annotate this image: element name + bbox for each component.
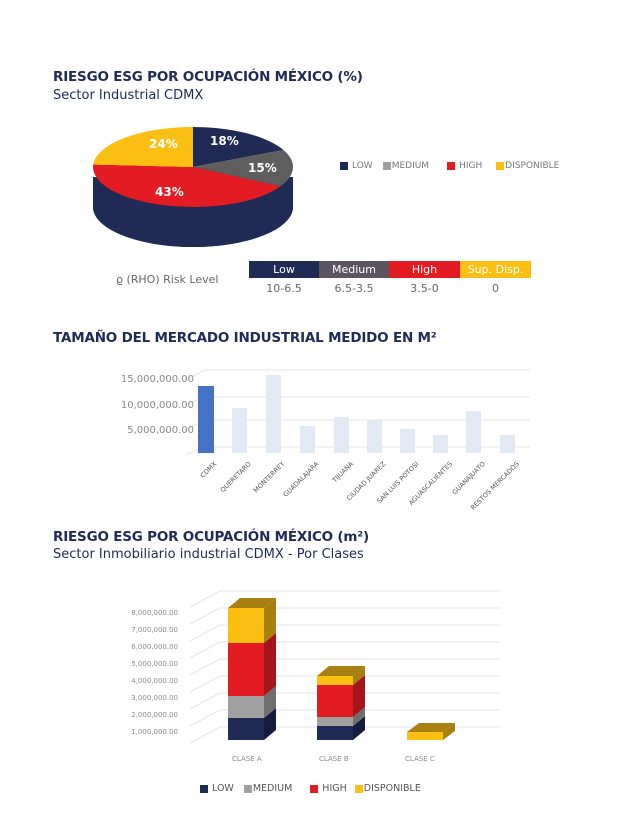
risk-header-medium: Medium <box>319 261 389 278</box>
legend-swatch-low <box>200 784 208 793</box>
pie-legend: LOW MEDIUM HIGH DISPONIBLE <box>340 161 569 171</box>
y-tick-4m: 4,000,000.00 <box>131 677 178 685</box>
section1-title: RIESGO ESG POR OCUPACIÓN MÉXICO (%) <box>53 69 363 85</box>
y-tick-5m: 5,000,000.00 <box>127 425 194 436</box>
pie-label-low: 18% <box>210 134 239 148</box>
x-label-clase-c: CLASE C <box>405 755 435 763</box>
legend-item-medium: MEDIUM <box>243 783 292 794</box>
legend-item-high: HIGH <box>447 161 482 171</box>
pie-label-high: 43% <box>155 185 184 199</box>
legend-item-high: HIGH <box>310 783 347 794</box>
y-tick-7m: 7,000,000.00 <box>131 626 178 634</box>
legend-item-medium: MEDIUM <box>382 161 429 171</box>
legend-item-low: LOW <box>200 783 234 794</box>
legend-item-disponible: DISPONIBLE <box>354 783 421 794</box>
x-label-clase-b: CLASE B <box>319 755 349 763</box>
legend-swatch-medium <box>382 162 391 170</box>
y-tick-3m: 3,000,000.00 <box>131 694 178 702</box>
y-tick-2m: 2,000,000.00 <box>131 711 178 719</box>
risk-level-label: ϱ (RHO) Risk Level <box>116 273 219 286</box>
y-tick-8m: 8,000,000.00 <box>131 609 178 617</box>
x-label-clase-a: CLASE A <box>232 755 262 763</box>
legend-item-low: LOW <box>340 161 373 171</box>
class-chart-legend: LOW MEDIUM HIGH DISPONIBLE <box>200 783 431 794</box>
pie-chart: 18% 15% 43% 24% <box>90 125 295 250</box>
section2-title: TAMAÑO DEL MERCADO INDUSTRIAL MEDIDO EN … <box>53 330 437 346</box>
risk-value-low: 10-6.5 <box>266 281 302 295</box>
y-tick-1m: 1,000,000.00 <box>131 728 178 736</box>
section3-subtitle: Sector Inmobiliario industrial CDMX - Po… <box>53 547 364 562</box>
pie-label-medium: 15% <box>248 161 277 175</box>
legend-swatch-disponible <box>496 162 505 170</box>
legend-item-disponible: DISPONIBLE <box>496 161 559 171</box>
section1-subtitle: Sector Industrial CDMX <box>53 88 204 103</box>
legend-swatch-low <box>340 162 348 170</box>
risk-header-low: Low <box>249 261 319 278</box>
risk-header-sup-disp: Sup. Disp. <box>460 261 531 278</box>
pie-label-disponible: 24% <box>149 137 178 151</box>
legend-swatch-high <box>447 162 456 170</box>
risk-header-high: High <box>389 261 460 278</box>
y-tick-5m: 5,000,000.00 <box>131 660 178 668</box>
risk-value-medium: 6.5-3.5 <box>334 281 374 295</box>
y-tick-10m: 10,000,000.00 <box>120 400 194 411</box>
legend-swatch-medium <box>243 784 252 793</box>
legend-swatch-high <box>310 784 319 793</box>
risk-value-high: 3.5-0 <box>410 281 439 295</box>
risk-table: Low Medium High Sup. Disp. 10-6.5 6.5-3.… <box>249 261 531 298</box>
market-size-bar-chart: 15,000,000.00 10,000,000.00 5,000,000.00… <box>0 360 624 520</box>
risk-value-sup-disp: 0 <box>492 281 499 295</box>
y-tick-6m: 6,000,000.00 <box>131 643 178 651</box>
y-tick-15m: 15,000,000.00 <box>120 374 194 385</box>
class-stacked-bar-chart: 8,000,000.00 7,000,000.00 6,000,000.00 5… <box>0 585 624 775</box>
legend-swatch-disponible <box>354 784 363 793</box>
section3-title: RIESGO ESG POR OCUPACIÓN MÉXICO (m²) <box>53 529 369 545</box>
